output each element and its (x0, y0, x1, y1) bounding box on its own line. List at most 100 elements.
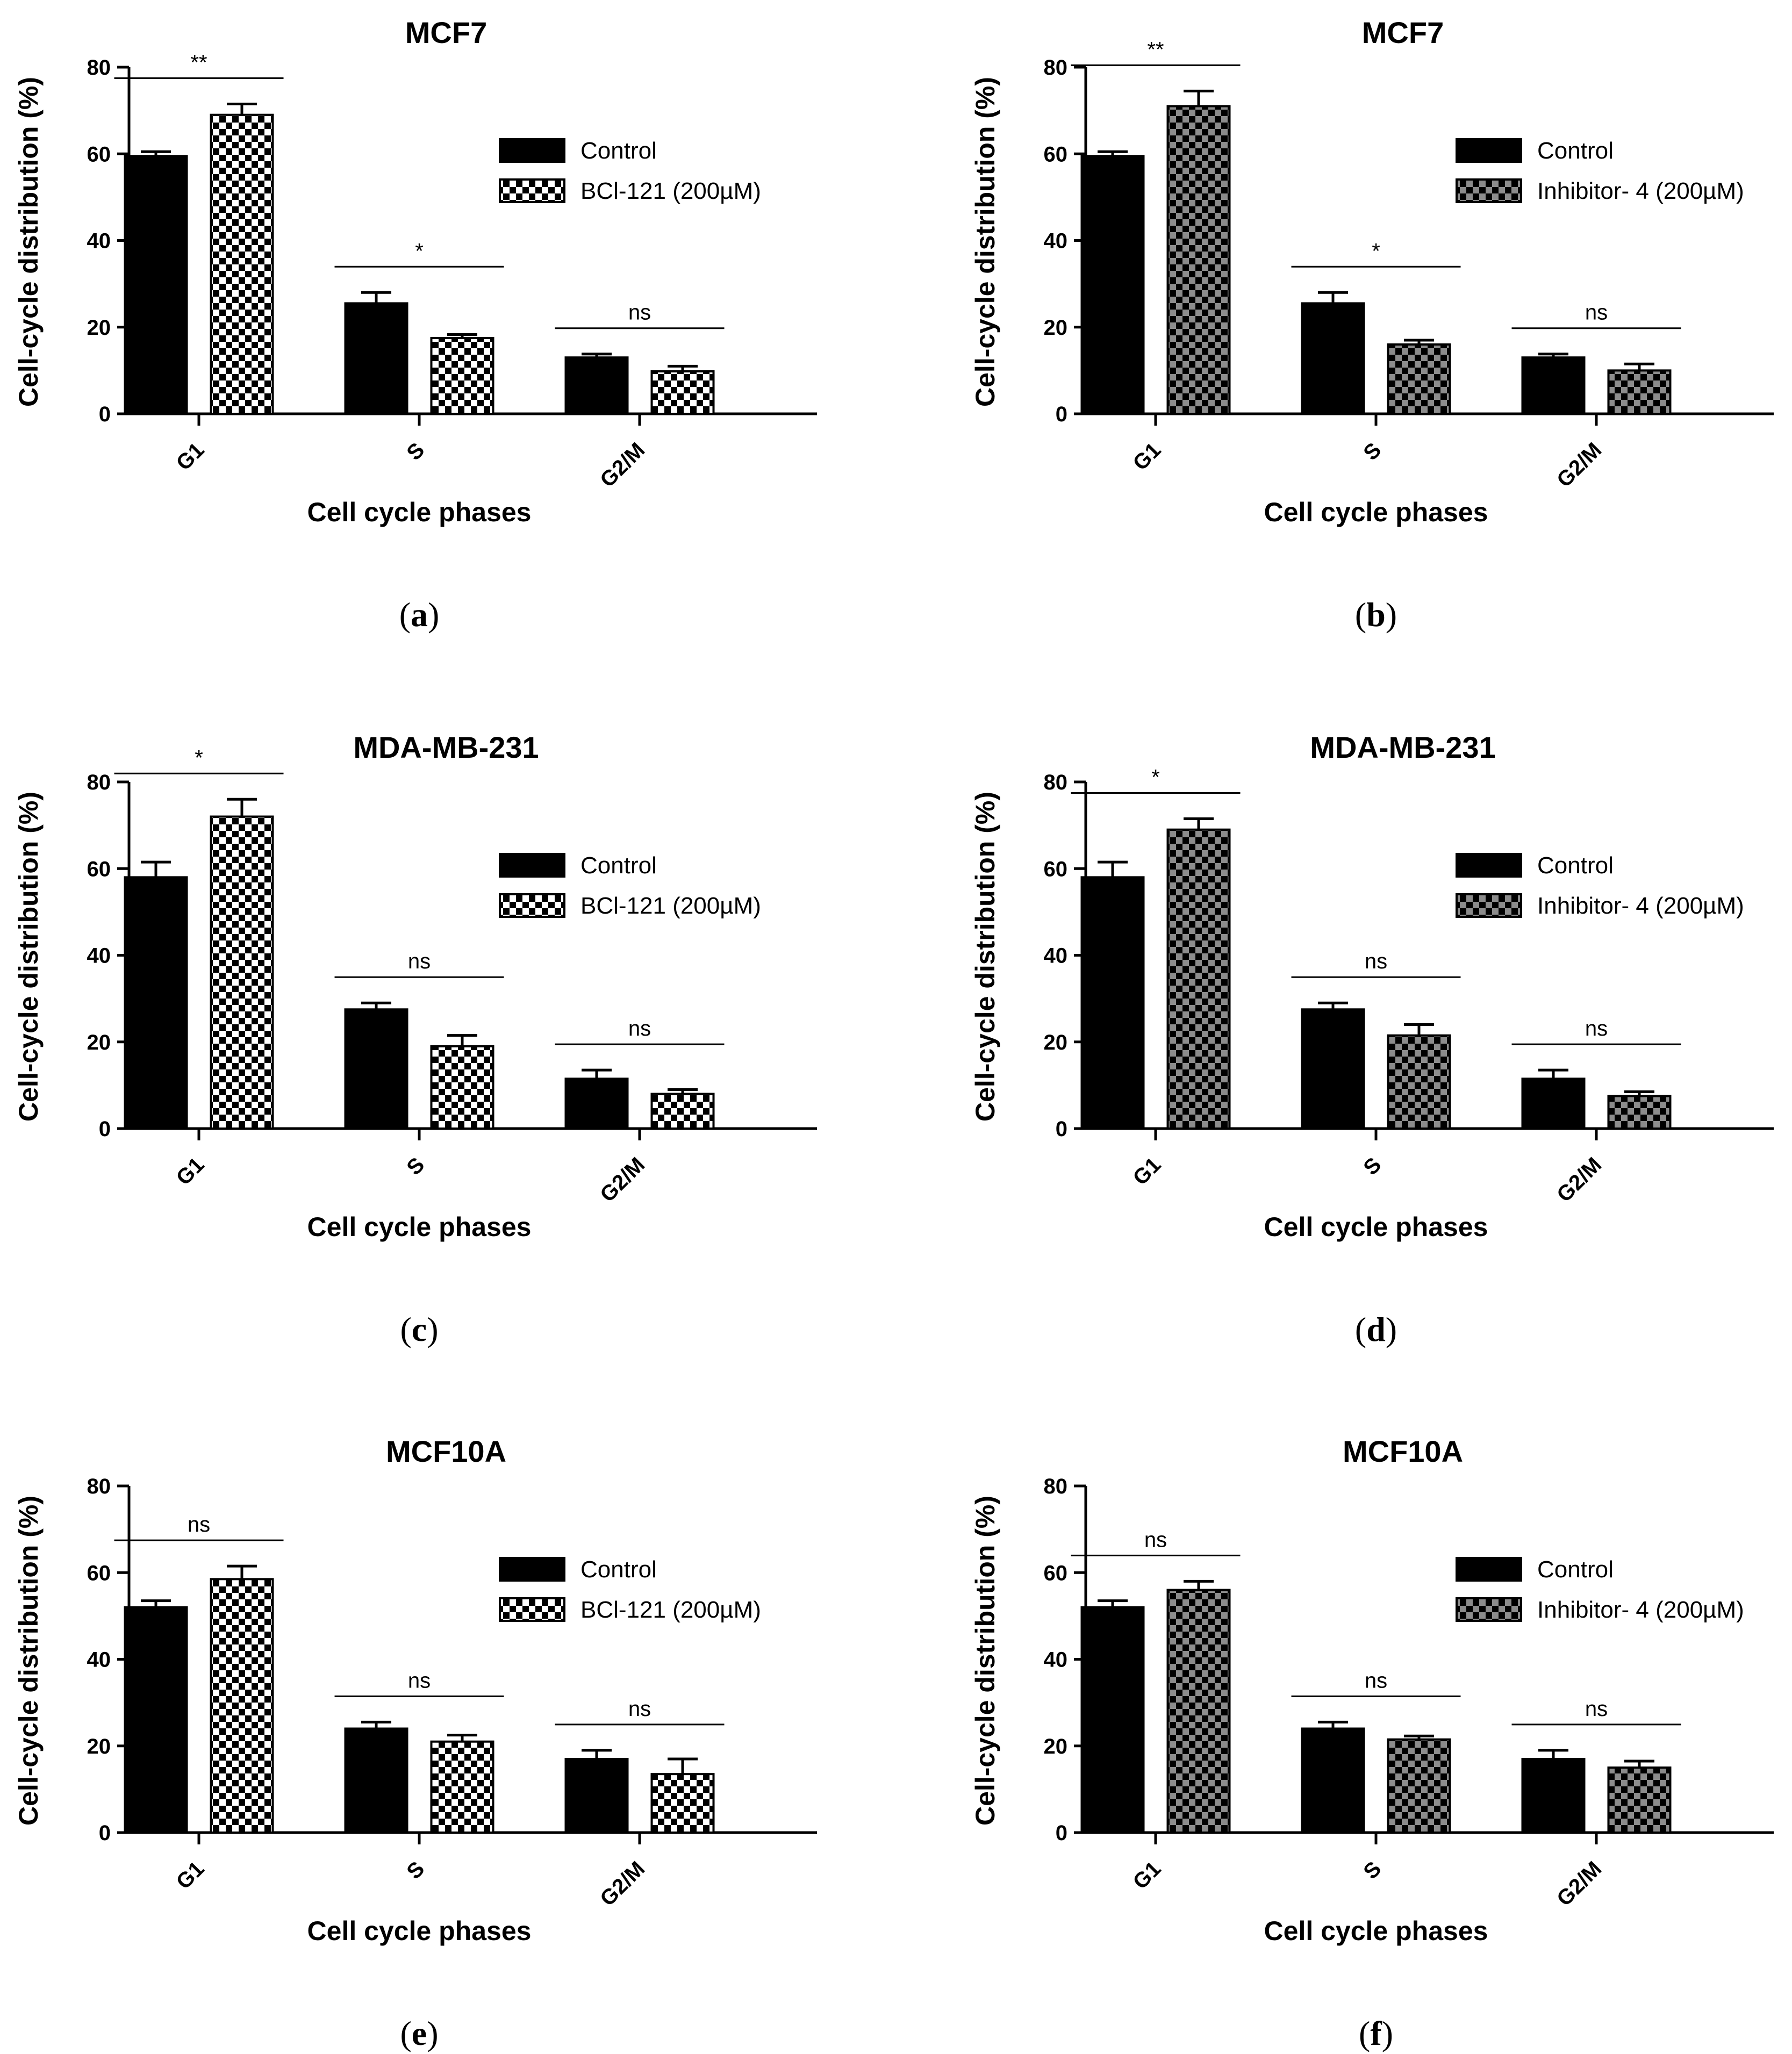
y-tick-label: 20 (87, 316, 111, 340)
bar-treatment-s (1387, 1034, 1451, 1130)
legend-label-control: Control (1537, 138, 1614, 164)
legend-label-treatment: Inhibitor- 4 (200µM) (1537, 1597, 1744, 1623)
bar-treatment-s (1387, 1738, 1451, 1834)
caption-open: ( (1355, 595, 1366, 634)
chart-panel-f: MCF10A 0 20 40 60 80 Cell-cycle distribution (… (970, 1434, 1774, 2052)
significance-label: ns (1365, 1669, 1387, 1692)
x-tick-label-g2m: G2/M (596, 1857, 649, 1911)
y-tick-label: 0 (1056, 1117, 1067, 1141)
bar-control-s (1301, 302, 1365, 415)
x-tick-label-g2m: G2/M (596, 438, 649, 492)
y-tick-label: 0 (99, 1117, 111, 1141)
y-tick-label: 80 (87, 56, 111, 80)
caption-letter: e (412, 2014, 427, 2052)
chart-title: MDA-MB-231 (353, 730, 539, 764)
legend-label-control: Control (580, 852, 657, 879)
y-axis-label: Cell-cycle distribution (%) (13, 1496, 44, 1826)
y-tick-label: 0 (1056, 1821, 1067, 1845)
significance-label: ns (1585, 1697, 1608, 1721)
legend-swatch-treatment (1456, 893, 1522, 918)
significance-label: ** (1147, 38, 1164, 61)
legend-swatch-control (499, 853, 565, 878)
caption-letter: c (412, 1310, 427, 1348)
bar-control-s (344, 1008, 408, 1130)
panel-caption: (f) (1359, 2014, 1393, 2052)
bar-control-g1 (124, 155, 188, 415)
y-tick-label: 40 (87, 1648, 111, 1672)
chart-title: MCF10A (1343, 1434, 1463, 1468)
chart-panel-c: MDA-MB-231 0 20 40 60 80 Cell-cycle distributi… (13, 730, 817, 1348)
y-tick-label: 0 (1056, 403, 1067, 426)
y-tick-label: 80 (87, 771, 111, 794)
panel-caption: (b) (1355, 595, 1397, 634)
y-tick-label: 20 (87, 1735, 111, 1758)
panel-caption: (a) (399, 595, 440, 634)
legend-label-treatment: BCl-121 (200µM) (580, 178, 761, 204)
x-tick-label-g2m: G2/M (1552, 438, 1606, 492)
x-tick-label-s: S (1359, 438, 1386, 465)
y-tick-label: 40 (87, 944, 111, 968)
significance-label: ns (628, 1017, 651, 1040)
caption-open: ( (400, 1310, 411, 1348)
significance-label: ns (408, 1669, 431, 1692)
bar-treatment-g2m (1607, 1095, 1672, 1130)
x-axis-label: Cell cycle phases (307, 497, 532, 527)
panel-caption: (d) (1355, 1310, 1397, 1348)
caption-open: ( (1359, 2014, 1370, 2052)
caption-letter: d (1366, 1310, 1386, 1348)
significance-label: ns (188, 1513, 210, 1536)
caption-close: ) (1382, 2014, 1393, 2052)
bar-control-g2m (564, 356, 629, 415)
legend-label-control: Control (1537, 852, 1614, 879)
significance-label: ns (628, 301, 651, 325)
legend-swatch-treatment (499, 178, 565, 203)
legend-swatch-control (1456, 138, 1522, 163)
x-tick-label-g1: G1 (172, 1857, 209, 1894)
bar-control-g1 (1080, 876, 1145, 1130)
y-tick-label: 0 (99, 403, 111, 426)
x-tick-label-s: S (1359, 1153, 1386, 1180)
x-tick-label-g1: G1 (172, 438, 209, 475)
legend-label-treatment: BCl-121 (200µM) (580, 893, 761, 919)
y-tick-label: 60 (1044, 857, 1068, 881)
chart-panel-e: MCF10A 0 20 40 60 80 Cell-cycle distribution (… (13, 1434, 817, 2052)
caption-open: ( (400, 2014, 411, 2052)
legend-swatch-control (1456, 1557, 1522, 1582)
y-tick-label: 80 (1044, 1475, 1068, 1498)
chart-title: MCF10A (386, 1434, 506, 1468)
y-tick-label: 60 (87, 1561, 111, 1585)
bar-treatment-s (430, 336, 494, 415)
panel-caption: (e) (400, 2014, 438, 2052)
y-tick-label: 80 (1044, 771, 1068, 794)
y-tick-label: 40 (1044, 229, 1068, 253)
caption-close: ) (427, 2014, 438, 2052)
legend-label-treatment: Inhibitor- 4 (200µM) (1537, 178, 1744, 204)
bar-control-g2m (564, 1757, 629, 1834)
legend-label-control: Control (580, 1556, 657, 1583)
chart-title: MCF7 (405, 16, 487, 49)
caption-open: ( (399, 595, 411, 634)
x-tick-label-s: S (1359, 1857, 1386, 1884)
bar-control-g1 (124, 1606, 188, 1834)
legend-swatch-control (499, 1557, 565, 1582)
bar-control-s (1301, 1727, 1365, 1834)
y-tick-label: 60 (1044, 142, 1068, 166)
significance-label: * (415, 239, 424, 263)
chart-panel-b: MCF7 0 20 40 60 80 Cell-cycle distribution (%)… (970, 16, 1774, 634)
significance-label: ns (1585, 301, 1608, 325)
legend-swatch-treatment (1456, 178, 1522, 203)
bar-control-g1 (1080, 1606, 1145, 1834)
x-tick-label-g2m: G2/M (1552, 1153, 1606, 1206)
y-axis-label: Cell-cycle distribution (%) (970, 792, 1000, 1122)
caption-close: ) (427, 1310, 438, 1348)
legend-label-control: Control (580, 138, 657, 164)
caption-close: ) (1386, 595, 1397, 634)
chart-title: MCF7 (1362, 16, 1444, 49)
legend-swatch-treatment (499, 893, 565, 918)
x-tick-label-g2m: G2/M (1552, 1857, 1606, 1911)
bar-control-g2m (1521, 356, 1586, 415)
bar-treatment-s (430, 1045, 494, 1130)
y-tick-label: 60 (1044, 1561, 1068, 1585)
legend-label-treatment: Inhibitor- 4 (200µM) (1537, 893, 1744, 919)
